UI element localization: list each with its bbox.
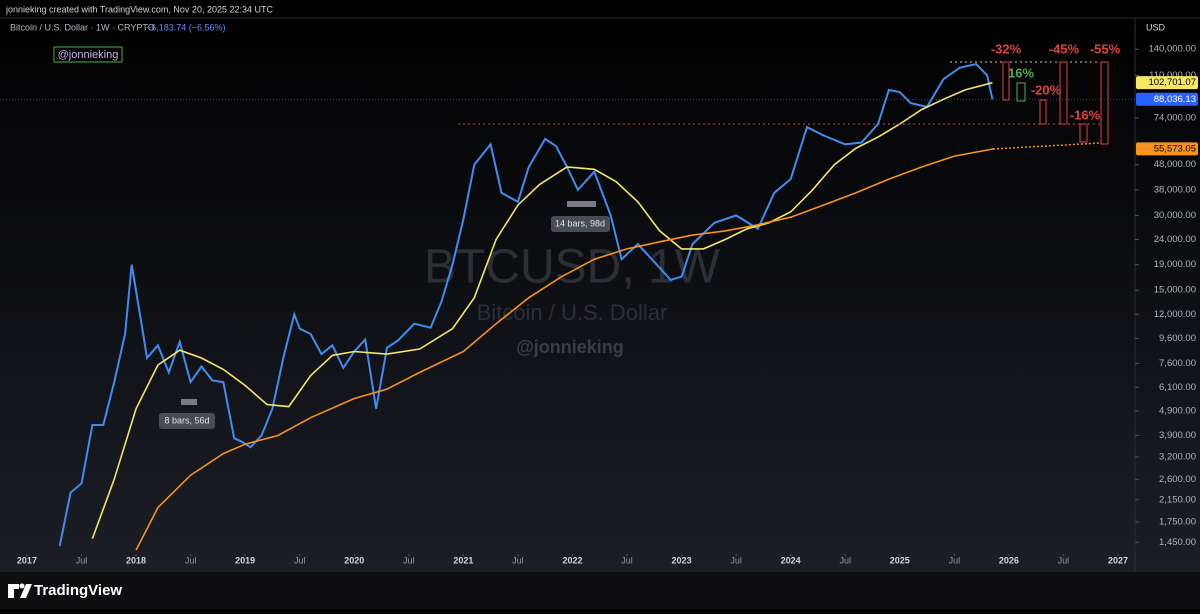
measure-box xyxy=(1079,123,1088,143)
y-tick-label: 7,600.00 xyxy=(1159,358,1196,369)
x-tick-label: 2019 xyxy=(235,555,255,565)
author-box xyxy=(53,46,123,63)
series-line xyxy=(91,81,993,539)
y-tick-label: 1,750.00 xyxy=(1159,517,1196,528)
x-tick-label: 2023 xyxy=(672,555,692,565)
price-label-bg xyxy=(1136,142,1198,156)
price-label: 102,701.07 xyxy=(1148,77,1196,88)
watermark-symbol: BTCUSD, 1W xyxy=(424,241,721,294)
footer-logo: TradingView xyxy=(8,582,122,599)
x-tick-label: 2026 xyxy=(999,555,1019,565)
x-tick-label: Jul xyxy=(949,555,961,565)
x-tick-label: Jul xyxy=(512,555,524,565)
ma-projection xyxy=(992,142,1101,150)
footer-brand: TradingView xyxy=(34,582,122,599)
watermark: BTCUSD, 1W Bitcoin / U.S. Dollar @jonnie… xyxy=(424,241,721,357)
range-marker xyxy=(567,201,596,207)
watermark-name: Bitcoin / U.S. Dollar xyxy=(477,300,668,325)
x-tick-label: 2024 xyxy=(781,555,801,565)
x-tick-label: Jul xyxy=(185,555,197,565)
range-marker xyxy=(181,399,197,405)
price-label-bg xyxy=(1136,76,1198,90)
y-tick-label: 2,600.00 xyxy=(1159,474,1196,485)
logo-dot xyxy=(19,583,25,589)
annotation: -55% xyxy=(1090,41,1121,56)
annotation: -16% xyxy=(1070,107,1101,122)
price-label: 55,573.05 xyxy=(1154,143,1196,154)
y-tick-label: 38,000.00 xyxy=(1154,184,1196,195)
range-label: 14 bars, 98d xyxy=(555,218,605,228)
series-line xyxy=(58,63,994,547)
y-tick-label: 140,000.00 xyxy=(1148,44,1196,55)
x-tick-label: Jul xyxy=(730,555,742,565)
measure-box xyxy=(1059,61,1068,125)
x-tick-label: Jul xyxy=(403,555,415,565)
currency: USD xyxy=(1146,22,1166,32)
y-tick-label: 3,900.00 xyxy=(1159,430,1196,441)
x-tick-label: Jul xyxy=(294,555,306,565)
y-tick-label: 19,000.00 xyxy=(1154,259,1196,270)
x-tick-label: 2025 xyxy=(890,555,910,565)
y-tick-label: 110,000.00 xyxy=(1149,70,1196,81)
range-box xyxy=(159,413,215,429)
y-tick-label: 9,600.00 xyxy=(1159,333,1196,344)
logo-mark xyxy=(8,584,32,598)
x-tick-label: Jul xyxy=(621,555,633,565)
series-line xyxy=(135,148,994,551)
y-tick-label: 30,000.00 xyxy=(1154,210,1196,221)
y-tick-label: 1,450.00 xyxy=(1159,537,1196,548)
measure-box xyxy=(1100,61,1109,145)
x-tick-label: Jul xyxy=(1058,555,1070,565)
measure-box xyxy=(1039,99,1047,125)
y-tick-label: 24,000.00 xyxy=(1154,234,1196,245)
drawings: -32% 16% -20% -45% -16% -55% 14 bars, 98… xyxy=(159,41,1121,429)
measure-box xyxy=(1002,61,1010,101)
header: jonnieking created with TradingView.com,… xyxy=(5,4,273,14)
x-tick-label: 2027 xyxy=(1108,555,1128,565)
y-tick-label: 3,200.00 xyxy=(1159,451,1196,462)
measure-box xyxy=(1016,82,1026,102)
y-tick-label: 4,900.00 xyxy=(1159,405,1196,416)
change: −6,183.74 (−6.56%) xyxy=(146,22,226,32)
range-box xyxy=(551,216,610,232)
y-tick-label: 6,100.00 xyxy=(1159,382,1196,393)
x-tick-label: 2018 xyxy=(126,555,146,565)
y-tick-label: 48,000.00 xyxy=(1154,159,1196,170)
y-tick-label: 2,150.00 xyxy=(1159,494,1196,505)
footer-bar xyxy=(0,572,1200,609)
y-tick-label: 12,000.00 xyxy=(1154,309,1196,320)
watermark-author: @jonnieking xyxy=(516,337,624,357)
x-tick-label: 2020 xyxy=(344,555,364,565)
annotation: -32% xyxy=(991,41,1022,56)
x-tick-label: Jul xyxy=(76,555,88,565)
y-tick-label: 74,000.00 xyxy=(1154,113,1196,124)
price-label: 88,036.13 xyxy=(1154,94,1196,105)
annotation: 16% xyxy=(1008,65,1034,80)
y-tick-label: 15,000.00 xyxy=(1154,285,1196,296)
annotation: -45% xyxy=(1049,41,1080,56)
plot xyxy=(0,63,1135,551)
author-tag: @jonnieking xyxy=(58,49,119,61)
annotation: -20% xyxy=(1031,82,1062,97)
range-label: 8 bars, 56d xyxy=(164,415,209,425)
x-tick-label: 2022 xyxy=(562,555,582,565)
x-tick-label: 2017 xyxy=(17,555,37,565)
symbol-title: Bitcoin / U.S. Dollar · 1W · CRYPTO xyxy=(10,22,155,32)
x-tick-label: 2021 xyxy=(453,555,473,565)
price-label-bg xyxy=(1136,92,1198,106)
x-tick-label: Jul xyxy=(839,555,851,565)
